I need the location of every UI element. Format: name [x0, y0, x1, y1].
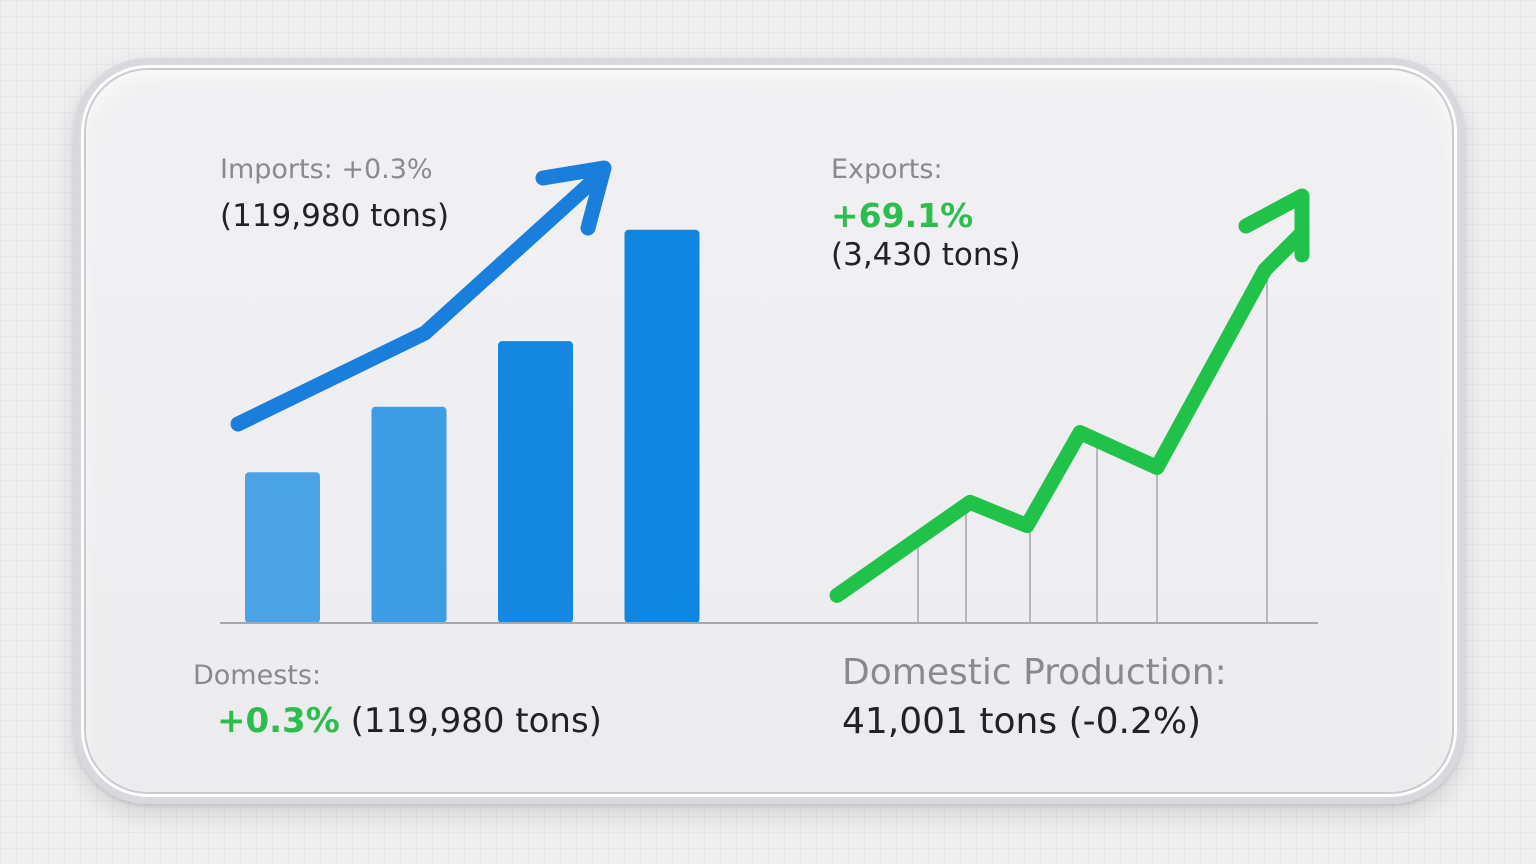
- imports-value: (119,980 tons): [220, 198, 450, 234]
- summary-card: [74, 58, 1464, 804]
- import-bar-3: [498, 341, 573, 623]
- domests-stat: +0.3% (119,980 tons): [217, 704, 602, 738]
- import-bar-4: [624, 229, 700, 623]
- domests-value: (119,980 tons): [350, 701, 602, 741]
- exports-trend-line: [829, 227, 1308, 603]
- exports-arrow-head: [1238, 188, 1310, 263]
- domests-heading: Domests:: [193, 660, 322, 691]
- domests-change: +0.3%: [217, 701, 340, 741]
- import-bar-1: [245, 472, 320, 623]
- imports-trend-line: [230, 172, 602, 432]
- exports-change: +69.1%: [831, 196, 974, 235]
- imports-bar-chart: [230, 160, 700, 623]
- exports-line-chart: [829, 188, 1310, 623]
- imports-arrow-head: [535, 160, 612, 236]
- import-bar-2: [371, 406, 447, 623]
- imports-heading: Imports: +0.3%: [220, 154, 433, 185]
- domestic-production-value: 41,001 tons (-0.2%): [842, 701, 1202, 742]
- exports-value: (3,430 tons): [831, 237, 1021, 273]
- domestic-production-heading: Domestic Production:: [842, 652, 1227, 693]
- exports-heading: Exports:: [831, 154, 943, 185]
